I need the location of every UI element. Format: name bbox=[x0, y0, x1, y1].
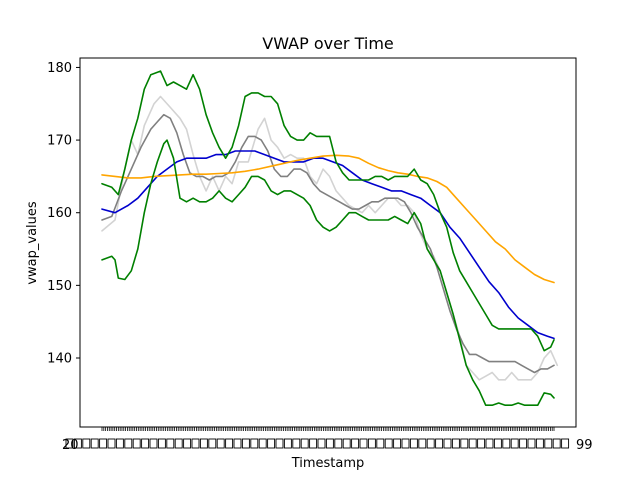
x-tick-label-glyph-12 bbox=[166, 438, 175, 449]
x-tick-label-glyph-17 bbox=[208, 438, 217, 449]
x-tick-label-glyph-47 bbox=[460, 438, 469, 449]
x-tick-label-glyph-6 bbox=[115, 438, 124, 449]
x-tick-label-glyph-58 bbox=[552, 438, 561, 449]
x-tick-label-glyph-16 bbox=[199, 438, 208, 449]
x-tick-label-glyph-50 bbox=[485, 438, 494, 449]
x-tick-label-glyph-15 bbox=[191, 438, 200, 449]
x-tick-label-glyph-24 bbox=[267, 438, 276, 449]
x-tick-label-glyph-56 bbox=[535, 438, 544, 449]
x-axis-ticks bbox=[65, 427, 570, 449]
x-tick-label-glyph-39 bbox=[393, 438, 402, 449]
x-tick-label-glyph-42 bbox=[418, 438, 427, 449]
y-tick-label-2: 160 bbox=[47, 206, 72, 221]
x-tick-label-glyph-40 bbox=[401, 438, 410, 449]
y-axis-label: vwap_values bbox=[25, 201, 40, 285]
y-tick-label-0: 140 bbox=[47, 351, 72, 366]
x-tick-label-glyph-43 bbox=[426, 438, 435, 449]
x-tick-label-glyph-3 bbox=[90, 438, 99, 449]
series-line-1 bbox=[101, 113, 555, 374]
x-tick-label-glyph-48 bbox=[468, 438, 477, 449]
x-tick-label-glyph-32 bbox=[334, 438, 343, 449]
x-tick-label-glyph-44 bbox=[435, 438, 444, 449]
x-tick-label-glyph-27 bbox=[292, 438, 301, 449]
x-tick-label-glyph-18 bbox=[216, 438, 225, 449]
x-tick-label-glyph-1 bbox=[73, 438, 82, 449]
x-tick-label-glyph-14 bbox=[183, 438, 192, 449]
chart-title: VWAP over Time bbox=[262, 34, 394, 53]
y-axis-ticks: 140 150 160 170 180 bbox=[47, 61, 80, 366]
x-tick-label-glyph-0 bbox=[65, 438, 74, 449]
x-tick-label-glyph-25 bbox=[275, 438, 284, 449]
x-tick-label-glyph-28 bbox=[300, 438, 309, 449]
x-tick-label-glyph-35 bbox=[359, 438, 368, 449]
x-tick-label-glyph-46 bbox=[451, 438, 460, 449]
x-tick-label-glyph-30 bbox=[317, 438, 326, 449]
x-tick-label-glyph-29 bbox=[309, 438, 318, 449]
x-tick-label-glyph-36 bbox=[367, 438, 376, 449]
x-tick-label-glyph-20 bbox=[233, 438, 242, 449]
x-tick-label-glyph-31 bbox=[325, 438, 334, 449]
x-tick-label-glyph-23 bbox=[258, 438, 267, 449]
x-tick-label-last: 99 bbox=[576, 438, 593, 453]
x-tick-label-glyph-41 bbox=[409, 438, 418, 449]
x-tick-label-glyph-52 bbox=[502, 438, 511, 449]
plot-frame bbox=[79, 57, 577, 428]
x-tick-label-glyph-4 bbox=[99, 438, 108, 449]
x-tick-label-glyph-38 bbox=[384, 438, 393, 449]
x-tick-label-glyph-8 bbox=[132, 438, 141, 449]
y-tick-label-1: 150 bbox=[47, 279, 72, 294]
y-tick-label-3: 170 bbox=[47, 134, 72, 149]
x-tick-label-glyph-54 bbox=[519, 438, 528, 449]
series-line-0 bbox=[101, 95, 559, 381]
x-tick-label-glyph-33 bbox=[342, 438, 351, 449]
x-tick-label-glyph-34 bbox=[351, 438, 360, 449]
x-tick-label-glyph-55 bbox=[527, 438, 536, 449]
x-tick-label-glyph-22 bbox=[250, 438, 259, 449]
x-tick-label-glyph-7 bbox=[124, 438, 133, 449]
x-tick-label-glyph-37 bbox=[376, 438, 385, 449]
x-tick-label-glyph-9 bbox=[141, 438, 150, 449]
x-tick-label-glyph-59 bbox=[561, 438, 570, 449]
x-tick-label-glyph-49 bbox=[477, 438, 486, 449]
x-tick-label-glyph-53 bbox=[510, 438, 519, 449]
x-tick-label-glyph-13 bbox=[174, 438, 183, 449]
x-axis-label: Timestamp bbox=[291, 456, 365, 471]
x-tick-label-glyph-5 bbox=[107, 438, 116, 449]
series-line-3 bbox=[101, 154, 555, 284]
x-tick-label-glyph-19 bbox=[225, 438, 234, 449]
x-tick-label-glyph-57 bbox=[544, 438, 553, 449]
series-line-5 bbox=[101, 139, 555, 406]
x-tick-label-glyph-26 bbox=[283, 438, 292, 449]
y-tick-label-4: 180 bbox=[47, 61, 72, 76]
x-tick-label-glyph-2 bbox=[82, 438, 91, 449]
x-tick-label-first: 20 bbox=[62, 438, 79, 453]
series-line-2 bbox=[101, 150, 555, 340]
x-tick-label-glyph-51 bbox=[493, 438, 502, 449]
series-line-4 bbox=[101, 70, 555, 352]
plot-area bbox=[101, 70, 559, 406]
x-tick-label-glyph-21 bbox=[241, 438, 250, 449]
x-tick-label-glyph-45 bbox=[443, 438, 452, 449]
x-tick-label-glyph-10 bbox=[149, 438, 158, 449]
x-tick-label-glyph-11 bbox=[157, 438, 166, 449]
